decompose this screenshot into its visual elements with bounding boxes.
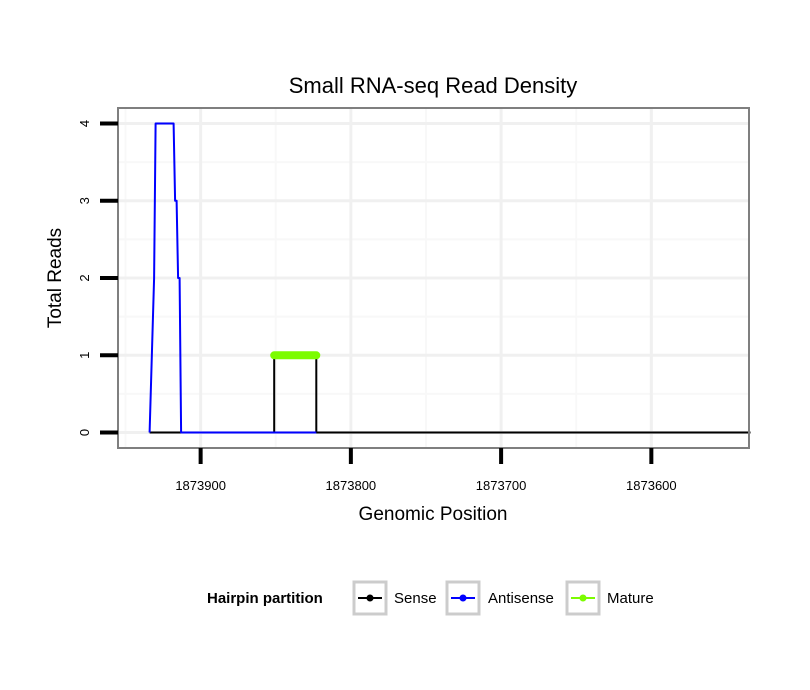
series-group — [148, 122, 751, 434]
x-tick-label: 1873900 — [175, 478, 226, 493]
legend-label: Sense — [394, 590, 437, 607]
y-tick-label: 3 — [77, 197, 92, 204]
legend-label: Mature — [607, 590, 654, 607]
legend-item-mature: Mature — [565, 580, 654, 616]
y-tick-label: 1 — [77, 352, 92, 359]
y-tick-label: 4 — [77, 120, 92, 127]
legend-label: Antisense — [488, 590, 554, 607]
x-tick-label: 1873600 — [626, 478, 677, 493]
legend-key-point — [459, 594, 467, 602]
x-tick-label: 1873800 — [326, 478, 377, 493]
x-axis-title: Genomic Position — [359, 504, 508, 525]
legend-key-point — [579, 594, 587, 602]
chart-title: Small RNA-seq Read Density — [289, 73, 578, 98]
legend-item-antisense: Antisense — [445, 580, 554, 616]
y-tick-label: 0 — [77, 429, 92, 436]
x-tick-label: 1873700 — [476, 478, 527, 493]
axes: 1873900 1873800 1873700 1873600 0 1 2 3 4 — [77, 120, 677, 493]
legend-item-sense: Sense — [352, 580, 437, 616]
legend: Hairpin partition Sense Antisense Mature — [207, 580, 654, 616]
series-line-antisense — [148, 122, 317, 434]
legend-title: Hairpin partition — [207, 590, 323, 607]
y-axis-title: Total Reads — [45, 228, 66, 328]
y-tick-label: 2 — [77, 274, 92, 281]
legend-key-point — [366, 594, 374, 602]
